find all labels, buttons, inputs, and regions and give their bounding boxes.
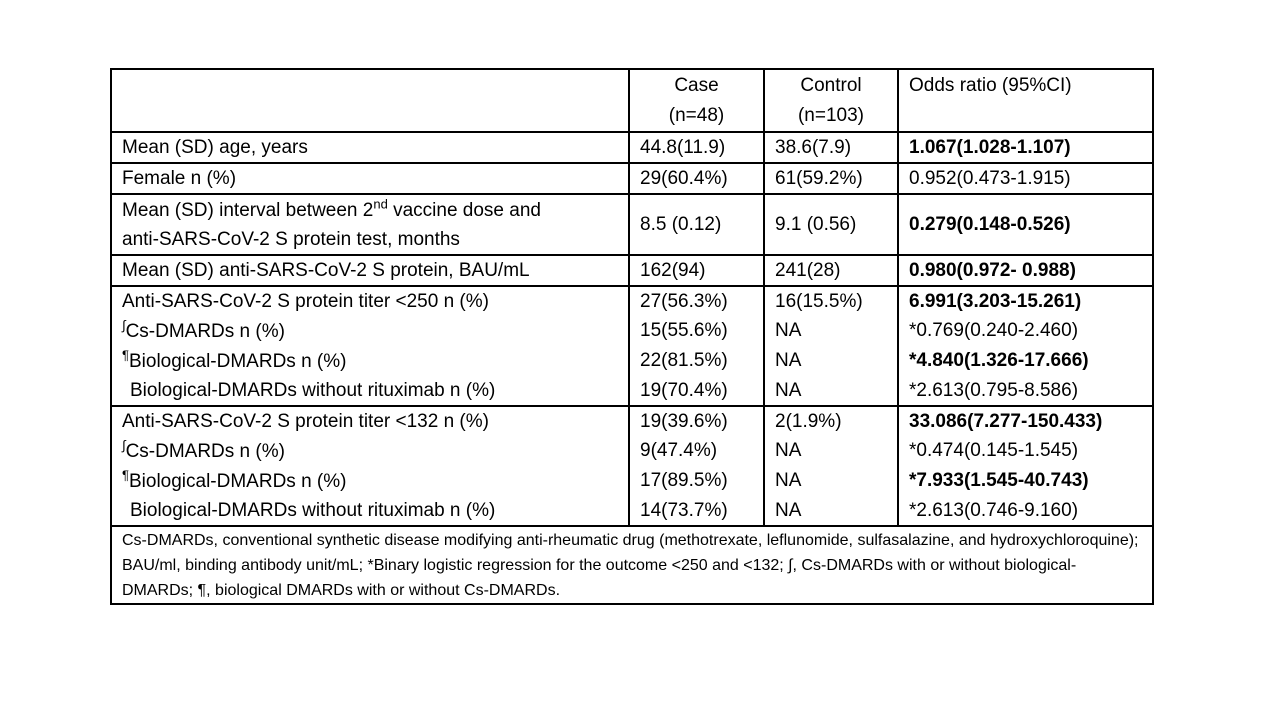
table-body: Mean (SD) age, years 44.8(11.9) 38.6(7.9) 1… <box>111 131 1153 526</box>
row-label-cell: Biological-DMARDs without rituximab n (%… <box>130 380 496 401</box>
results-table: Case (n=48) Control (n=103) Odds ratio (… <box>110 68 1154 605</box>
header-odds-ratio: Odds ratio (95%CI) <box>897 69 1153 132</box>
control-value-cell: NA <box>763 466 898 496</box>
table-row: ∫Cs-DMARDs n (%) 9(47.4%) NA *0.474(0.145-1… <box>111 436 1153 466</box>
case-value-cell: 8.5 (0.12) <box>628 193 764 255</box>
odds-ratio-cell: *0.474(0.145-1.545) <box>897 436 1153 466</box>
odds-ratio-cell: *0.769(0.240-2.460) <box>897 316 1153 346</box>
case-value-cell: 44.8(11.9) <box>628 131 764 163</box>
control-value-cell: 61(59.2%) <box>763 162 898 194</box>
header-case: Case (n=48) <box>628 69 764 132</box>
table-row: ¶Biological-DMARDs n (%) 17(89.5%) NA *7.93… <box>111 466 1153 496</box>
case-value-cell: 9(47.4%) <box>628 436 764 466</box>
odds-ratio-cell: 0.980(0.972- 0.988) <box>897 254 1153 286</box>
table-row: Biological-DMARDs without rituximab n (%… <box>111 376 1153 406</box>
header-control: Control (n=103) <box>763 69 898 132</box>
control-value-cell: 9.1 (0.56) <box>763 193 898 255</box>
superscript-marker: ∫ <box>122 437 126 453</box>
row-label-cell: Biological-DMARDs without rituximab n (%… <box>130 500 496 521</box>
table-footer: Cs-DMARDs, conventional synthetic diseas… <box>111 525 1153 604</box>
case-value-cell: 19(70.4%) <box>628 376 764 406</box>
control-value-cell: NA <box>763 496 898 526</box>
superscript-marker: ∫ <box>122 317 126 333</box>
header-control-line1: Control <box>800 75 862 96</box>
control-value-cell: NA <box>763 346 898 376</box>
case-value-cell: 27(56.3%) <box>628 285 764 316</box>
header-case-line1: Case <box>674 75 719 96</box>
odds-ratio-cell: 33.086(7.277-150.433) <box>897 405 1153 436</box>
row-label-cell: Mean (SD) interval between 2nd vaccine d… <box>111 193 629 255</box>
table-row: Anti-SARS-CoV-2 S protein titer <132 n (… <box>111 405 1153 436</box>
row-label-cell: Mean (SD) anti-SARS-CoV-2 S protein, BAU… <box>111 254 629 286</box>
header-case-line2: (n=48) <box>668 105 725 126</box>
control-value-cell: NA <box>763 436 898 466</box>
case-value-cell: 29(60.4%) <box>628 162 764 194</box>
odds-ratio-cell: 0.279(0.148-0.526) <box>897 193 1153 255</box>
case-value-cell: 162(94) <box>628 254 764 286</box>
footnote: Cs-DMARDs, conventional synthetic diseas… <box>111 525 1153 604</box>
control-value-cell: 2(1.9%) <box>763 405 898 436</box>
row-label-cell: ¶Biological-DMARDs n (%) <box>122 347 347 372</box>
row-label-cell: Anti-SARS-CoV-2 S protein titer <250 n (… <box>111 285 629 316</box>
row-label-cell: ¶Biological-DMARDs n (%) <box>122 467 347 492</box>
row-label-cell: Anti-SARS-CoV-2 S protein titer <132 n (… <box>111 405 629 436</box>
control-value-cell: 241(28) <box>763 254 898 286</box>
case-value-cell: 15(55.6%) <box>628 316 764 346</box>
table-row: Female n (%) 29(60.4%) 61(59.2%) 0.952(0.47… <box>111 162 1153 194</box>
row-label-cell: ∫Cs-DMARDs n (%) <box>122 317 285 342</box>
superscript-marker: ¶ <box>122 347 129 363</box>
odds-ratio-cell: *7.933(1.545-40.743) <box>897 466 1153 496</box>
case-value-cell: 14(73.7%) <box>628 496 764 526</box>
odds-ratio-cell: *4.840(1.326-17.666) <box>897 346 1153 376</box>
case-value-cell: 17(89.5%) <box>628 466 764 496</box>
header-control-line2: (n=103) <box>797 105 865 126</box>
case-value-cell: 22(81.5%) <box>628 346 764 376</box>
row-label-cell: ∫Cs-DMARDs n (%) <box>122 437 285 462</box>
table-row: Anti-SARS-CoV-2 S protein titer <250 n (… <box>111 285 1153 316</box>
odds-ratio-cell: *2.613(0.746-9.160) <box>897 496 1153 526</box>
table-container: Case (n=48) Control (n=103) Odds ratio (… <box>110 68 1154 605</box>
odds-ratio-cell: *2.613(0.795-8.586) <box>897 376 1153 406</box>
table-row: Mean (SD) anti-SARS-CoV-2 S protein, BAU… <box>111 254 1153 286</box>
control-value-cell: NA <box>763 316 898 346</box>
superscript-marker: ¶ <box>122 467 129 483</box>
table-row: ∫Cs-DMARDs n (%) 15(55.6%) NA *0.769(0.240-… <box>111 316 1153 346</box>
odds-ratio-cell: 0.952(0.473-1.915) <box>897 162 1153 194</box>
control-value-cell: NA <box>763 376 898 406</box>
row-label-cell: Mean (SD) age, years <box>111 131 629 163</box>
row-label-cell: Female n (%) <box>111 162 629 194</box>
table-row: Biological-DMARDs without rituximab n (%… <box>111 496 1153 526</box>
superscript-marker: nd <box>373 196 388 212</box>
header-row: Case (n=48) Control (n=103) Odds ratio (… <box>111 69 1153 132</box>
table-row: Mean (SD) age, years 44.8(11.9) 38.6(7.9) 1… <box>111 131 1153 163</box>
table-header: Case (n=48) Control (n=103) Odds ratio (… <box>111 69 1153 132</box>
footnote-row: Cs-DMARDs, conventional synthetic diseas… <box>111 525 1153 604</box>
odds-ratio-cell: 1.067(1.028-1.107) <box>897 131 1153 163</box>
table-row: Mean (SD) interval between 2nd vaccine d… <box>111 193 1153 255</box>
case-value-cell: 19(39.6%) <box>628 405 764 436</box>
odds-ratio-cell: 6.991(3.203-15.261) <box>897 285 1153 316</box>
control-value-cell: 38.6(7.9) <box>763 131 898 163</box>
table-row: ¶Biological-DMARDs n (%) 22(81.5%) NA *4.84… <box>111 346 1153 376</box>
control-value-cell: 16(15.5%) <box>763 285 898 316</box>
header-empty-cell <box>111 69 629 132</box>
